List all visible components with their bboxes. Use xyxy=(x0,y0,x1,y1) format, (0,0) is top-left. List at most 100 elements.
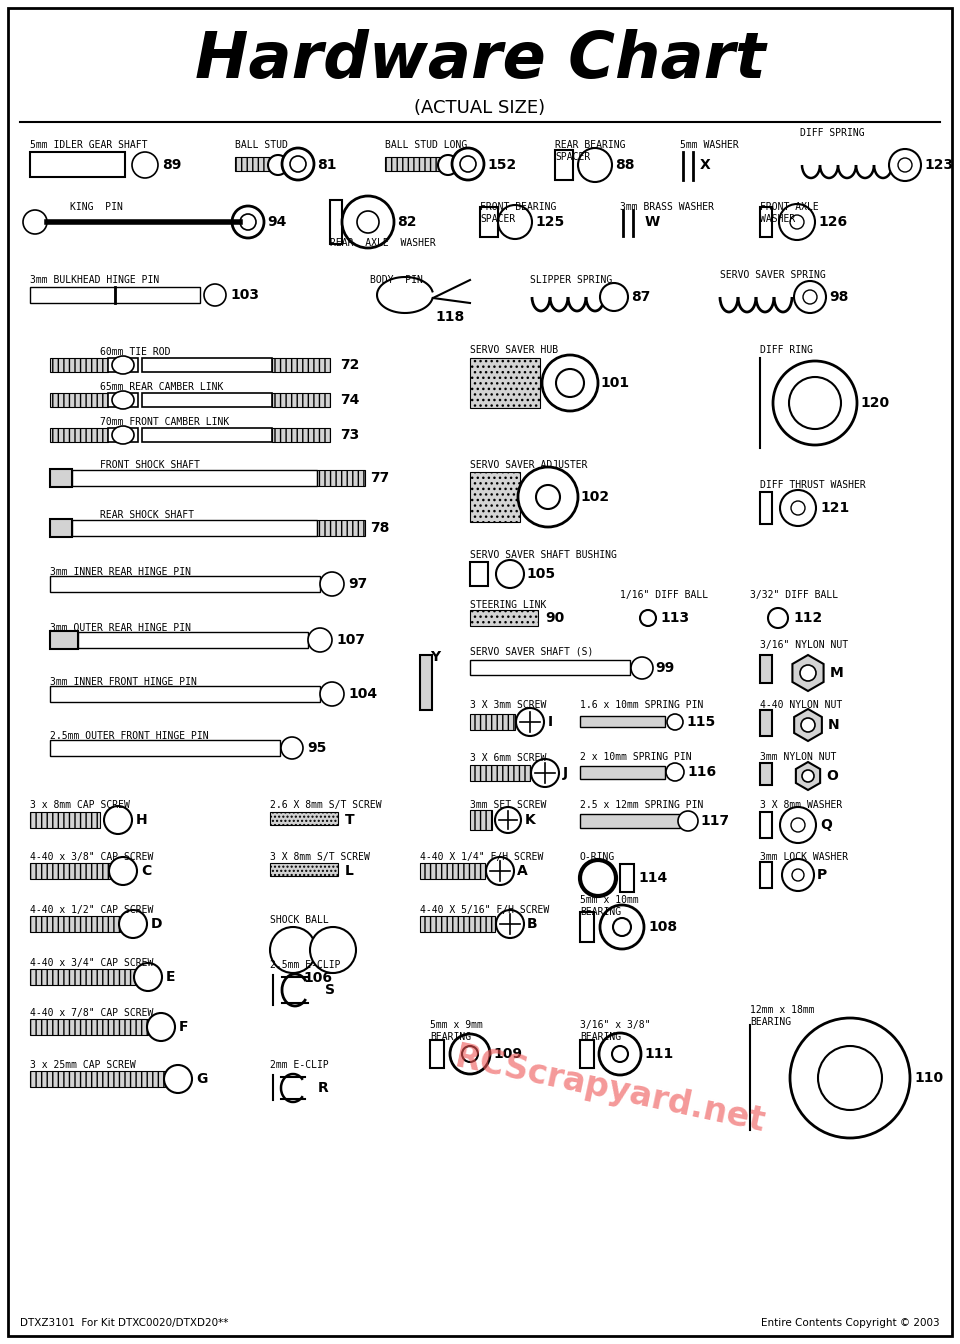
Circle shape xyxy=(147,1013,175,1042)
Bar xyxy=(30,917,120,931)
Circle shape xyxy=(164,1064,192,1093)
Bar xyxy=(142,427,272,442)
Text: STEERING LINK: STEERING LINK xyxy=(470,599,546,610)
Text: 72: 72 xyxy=(340,358,359,372)
Text: 99: 99 xyxy=(655,661,674,675)
Text: 121: 121 xyxy=(820,501,850,515)
Circle shape xyxy=(134,964,162,991)
Text: 114: 114 xyxy=(638,871,667,884)
Circle shape xyxy=(791,501,805,515)
Text: 97: 97 xyxy=(348,577,368,591)
Text: 60mm TIE ROD: 60mm TIE ROD xyxy=(100,347,171,358)
Circle shape xyxy=(308,628,332,652)
Circle shape xyxy=(342,196,394,249)
Circle shape xyxy=(240,214,256,230)
Text: O: O xyxy=(826,769,838,784)
Bar xyxy=(430,1040,444,1068)
Circle shape xyxy=(486,857,514,884)
Text: WASHER: WASHER xyxy=(760,214,795,224)
Bar xyxy=(317,470,365,487)
Text: KING  PIN: KING PIN xyxy=(70,202,123,212)
Bar xyxy=(50,392,108,407)
Text: 4-40 X 1/4" F/H SCREW: 4-40 X 1/4" F/H SCREW xyxy=(420,852,543,862)
Bar xyxy=(330,200,342,245)
Text: BALL STUD: BALL STUD xyxy=(235,140,288,151)
Bar xyxy=(72,520,317,536)
Bar xyxy=(272,358,330,372)
Text: DIFF THRUST WASHER: DIFF THRUST WASHER xyxy=(760,480,866,491)
Circle shape xyxy=(780,806,816,843)
Circle shape xyxy=(612,1046,628,1062)
Bar xyxy=(30,863,110,879)
Text: Hardware Chart: Hardware Chart xyxy=(195,30,765,91)
Bar xyxy=(108,427,138,442)
Text: SERVO SAVER SHAFT BUSHING: SERVO SAVER SHAFT BUSHING xyxy=(470,550,617,560)
Text: 108: 108 xyxy=(648,921,677,934)
Circle shape xyxy=(282,148,314,180)
Circle shape xyxy=(495,806,521,833)
Text: 115: 115 xyxy=(686,715,715,728)
Text: 1.6 x 10mm SPRING PIN: 1.6 x 10mm SPRING PIN xyxy=(580,700,704,710)
Circle shape xyxy=(268,155,288,175)
Circle shape xyxy=(790,215,804,228)
Circle shape xyxy=(536,485,560,509)
Bar xyxy=(50,685,320,702)
Text: 3mm INNER REAR HINGE PIN: 3mm INNER REAR HINGE PIN xyxy=(50,567,191,577)
Circle shape xyxy=(232,206,264,238)
Bar xyxy=(470,660,630,675)
Circle shape xyxy=(818,1046,882,1110)
Text: 3mm INNER FRONT HINGE PIN: 3mm INNER FRONT HINGE PIN xyxy=(50,677,197,687)
Circle shape xyxy=(779,204,815,241)
Bar xyxy=(760,710,772,737)
Bar xyxy=(30,969,135,985)
Bar xyxy=(270,812,338,825)
Text: 4-40 NYLON NUT: 4-40 NYLON NUT xyxy=(760,700,842,710)
Text: K: K xyxy=(525,813,536,827)
Text: M: M xyxy=(830,667,844,680)
Text: 3/16" NYLON NUT: 3/16" NYLON NUT xyxy=(760,640,848,650)
Text: 3/32" DIFF BALL: 3/32" DIFF BALL xyxy=(750,590,838,599)
Circle shape xyxy=(310,927,356,973)
Text: SERVO SAVER ADJUSTER: SERVO SAVER ADJUSTER xyxy=(470,460,588,470)
Text: 4-40 x 7/8" CAP SCREW: 4-40 x 7/8" CAP SCREW xyxy=(30,1008,154,1017)
Text: 103: 103 xyxy=(230,288,259,302)
Text: SERVO SAVER SHAFT (S): SERVO SAVER SHAFT (S) xyxy=(470,646,593,656)
Ellipse shape xyxy=(112,356,134,374)
Text: 81: 81 xyxy=(317,159,337,172)
Text: 3mm LOCK WASHER: 3mm LOCK WASHER xyxy=(760,852,848,862)
Text: H: H xyxy=(136,813,148,827)
Text: G: G xyxy=(196,1073,207,1086)
Text: 117: 117 xyxy=(700,814,730,828)
Text: 2.5 x 12mm SPRING PIN: 2.5 x 12mm SPRING PIN xyxy=(580,800,704,810)
Text: BEARING: BEARING xyxy=(580,907,621,917)
Circle shape xyxy=(496,560,524,589)
Text: 12mm x 18mm: 12mm x 18mm xyxy=(750,1005,815,1015)
Circle shape xyxy=(320,681,344,706)
Bar xyxy=(50,358,108,372)
Circle shape xyxy=(518,466,578,527)
Text: 82: 82 xyxy=(397,215,417,228)
Circle shape xyxy=(580,860,616,896)
Text: 123: 123 xyxy=(924,159,953,172)
Bar xyxy=(470,810,492,831)
Text: D: D xyxy=(151,917,162,931)
Bar xyxy=(760,655,772,683)
Text: 3 X 3mm SCREW: 3 X 3mm SCREW xyxy=(470,700,546,710)
Text: 104: 104 xyxy=(348,687,377,702)
Text: 5mm x 9mm: 5mm x 9mm xyxy=(430,1020,483,1030)
Text: FRONT AXLE: FRONT AXLE xyxy=(760,202,819,212)
Text: 2 x 10mm SPRING PIN: 2 x 10mm SPRING PIN xyxy=(580,753,691,762)
Bar xyxy=(30,812,100,828)
Circle shape xyxy=(23,210,47,234)
Circle shape xyxy=(104,806,132,835)
Circle shape xyxy=(801,718,815,732)
Bar xyxy=(235,157,270,171)
Bar xyxy=(385,157,440,171)
Circle shape xyxy=(516,708,544,737)
Text: SLIPPER SPRING: SLIPPER SPRING xyxy=(530,276,612,285)
Text: 4-40 X 5/16" F/H SCREW: 4-40 X 5/16" F/H SCREW xyxy=(420,905,549,915)
Circle shape xyxy=(462,1046,478,1062)
Text: 2.5mm OUTER FRONT HINGE PIN: 2.5mm OUTER FRONT HINGE PIN xyxy=(50,731,208,741)
Circle shape xyxy=(631,657,653,679)
Text: O-RING: O-RING xyxy=(580,852,615,862)
